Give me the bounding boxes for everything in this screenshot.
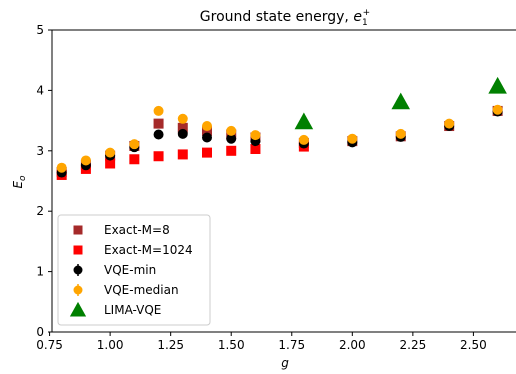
plot-frame — [51, 29, 516, 333]
data-point — [105, 147, 116, 158]
y-tick-label: 1 — [36, 265, 44, 279]
data-point — [492, 104, 503, 115]
y-axis-label: Eo — [11, 175, 28, 189]
legend: Exact-M=8 Exact-M=1024 VQE-min VQE-median LI… — [57, 214, 211, 326]
data-point — [177, 149, 188, 160]
data-point — [153, 129, 164, 140]
data-point — [347, 133, 358, 144]
x-tick-label: 2.50 — [460, 338, 487, 352]
legend-marker — [73, 265, 83, 275]
chart-title: Ground state energy, e1+ — [200, 8, 370, 28]
data-points — [56, 76, 507, 180]
data-point — [177, 122, 188, 133]
x-tick-label: 1.50 — [218, 338, 245, 352]
data-point — [226, 145, 237, 156]
legend-marker — [69, 301, 87, 317]
data-point — [226, 133, 237, 144]
series-0 — [56, 105, 503, 177]
series-3 — [56, 104, 503, 173]
data-point — [129, 139, 140, 150]
legend-label: Exact-M=8 — [104, 223, 170, 237]
x-tick-label: 2.00 — [339, 338, 366, 352]
legend-entry: Exact-M=1024 — [73, 243, 193, 257]
data-point — [226, 125, 237, 136]
legend-label: VQE-median — [104, 283, 179, 297]
data-point — [202, 147, 212, 158]
data-point — [298, 134, 309, 145]
data-point — [202, 132, 212, 143]
data-point — [153, 118, 164, 129]
legend-frame — [57, 214, 211, 326]
data-point — [153, 151, 164, 162]
data-point — [444, 118, 455, 129]
data-point — [129, 154, 140, 165]
legend-entry: Exact-M=8 — [73, 223, 170, 237]
legend-entry: VQE-min — [73, 263, 156, 277]
x-tick-label: 1.25 — [157, 338, 184, 352]
legend-entry: VQE-median — [73, 283, 179, 297]
legend-marker — [73, 225, 83, 235]
data-point — [294, 112, 314, 130]
data-point — [177, 128, 188, 139]
legend-marker — [73, 285, 83, 295]
y-tick-label: 2 — [36, 204, 44, 218]
data-point — [177, 113, 188, 124]
series-4 — [294, 76, 507, 130]
x-tick-label: 1.75 — [278, 338, 305, 352]
data-point — [488, 76, 507, 94]
data-point — [250, 130, 261, 141]
legend-entry: LIMA-VQE — [69, 301, 161, 317]
y-axis-ticks: 0 1 2 3 4 5 — [36, 23, 52, 339]
y-tick-label: 0 — [36, 325, 44, 339]
data-point — [395, 128, 406, 139]
legend-marker — [73, 245, 83, 255]
y-tick-label: 4 — [36, 83, 44, 97]
y-tick-label: 3 — [36, 144, 44, 158]
series-1 — [56, 141, 309, 180]
x-tick-label: 2.25 — [400, 338, 427, 352]
legend-label: LIMA-VQE — [104, 303, 161, 317]
x-tick-label: 0.75 — [36, 338, 63, 352]
x-tick-label: 1.00 — [97, 338, 124, 352]
y-tick-label: 5 — [36, 23, 44, 37]
data-point — [250, 143, 261, 154]
data-point — [105, 158, 116, 169]
data-point — [80, 155, 91, 166]
legend-label: Exact-M=1024 — [104, 243, 193, 257]
x-axis-label: g — [281, 356, 289, 370]
data-point — [153, 105, 164, 116]
data-point — [202, 121, 212, 132]
data-point — [391, 92, 411, 110]
data-point — [56, 162, 67, 173]
legend-label: VQE-min — [104, 263, 156, 277]
x-axis-ticks: 0.75 1.00 1.25 1.50 1.75 2.00 2.25 2.50 — [36, 332, 487, 352]
series-2 — [56, 106, 503, 178]
